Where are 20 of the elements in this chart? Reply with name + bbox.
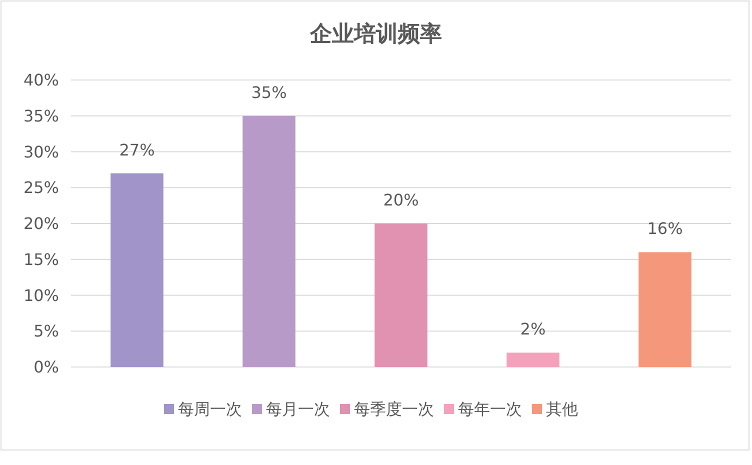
data-label: 20%	[383, 190, 419, 210]
data-label: 16%	[647, 219, 683, 238]
y-tick-label: 25%	[23, 178, 59, 198]
data-label: 27%	[119, 140, 155, 160]
legend-label: 每周一次	[178, 400, 242, 419]
data-label: 2%	[520, 320, 546, 339]
chart-title: 企业培训频率	[309, 21, 442, 47]
legend-label: 其他	[546, 400, 578, 419]
legend-label: 每月一次	[266, 400, 330, 419]
legend-label: 每季度一次	[354, 400, 434, 419]
y-tick-label: 15%	[23, 250, 59, 269]
y-tick-label: 35%	[23, 106, 59, 126]
y-tick-label: 20%	[23, 214, 59, 234]
data-label: 35%	[251, 82, 287, 102]
legend-label: 每年一次	[458, 400, 522, 419]
y-tick-label: 5%	[34, 322, 59, 341]
y-tick-label: 10%	[23, 286, 59, 305]
y-tick-label: 40%	[23, 70, 59, 90]
y-tick-label: 0%	[34, 358, 59, 377]
y-tick-label: 30%	[23, 142, 59, 162]
